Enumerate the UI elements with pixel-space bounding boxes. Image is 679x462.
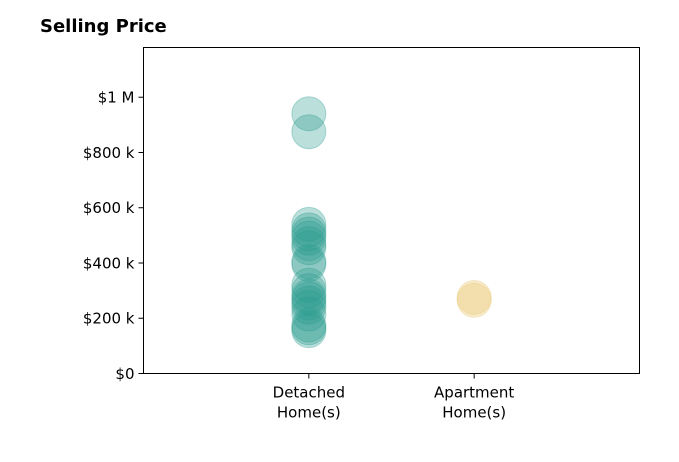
y-tick-label: $200 k (83, 310, 135, 328)
y-tick-label: $0 (115, 365, 134, 383)
y-tick-label: $400 k (83, 254, 135, 272)
data-point (291, 310, 327, 346)
data-point (291, 278, 327, 314)
data-point (291, 246, 327, 282)
y-tick-label: $1 M (98, 89, 135, 107)
data-point (291, 313, 327, 349)
data-point (456, 282, 492, 318)
x-axis: Detached Home(s) Apartment Home(s) (273, 373, 514, 422)
data-point (291, 230, 327, 266)
y-tick-label: $600 k (83, 199, 135, 217)
plot-frame (143, 47, 640, 374)
x-tick-label: Detached Home(s) (273, 384, 345, 422)
data-point (291, 296, 327, 332)
data-point (291, 212, 327, 248)
data-point (291, 281, 327, 317)
data-point (456, 280, 492, 316)
data-point (291, 114, 327, 150)
data-point (291, 273, 327, 309)
data-point (291, 289, 327, 325)
y-axis: $0 $200 k $400 k $600 k $800 k $1 M (83, 89, 144, 383)
data-point (291, 267, 327, 303)
data-point (291, 96, 327, 132)
data-point (291, 285, 327, 321)
data-point (291, 307, 327, 343)
y-tick-label: $800 k (83, 144, 135, 162)
data-points (291, 96, 492, 349)
data-point (291, 226, 327, 262)
data-point (291, 244, 327, 280)
x-tick-label: Apartment Home(s) (434, 384, 514, 422)
data-point (291, 216, 327, 252)
data-point (291, 220, 327, 256)
chart-title: Selling Price (40, 16, 167, 37)
data-point (291, 206, 327, 242)
